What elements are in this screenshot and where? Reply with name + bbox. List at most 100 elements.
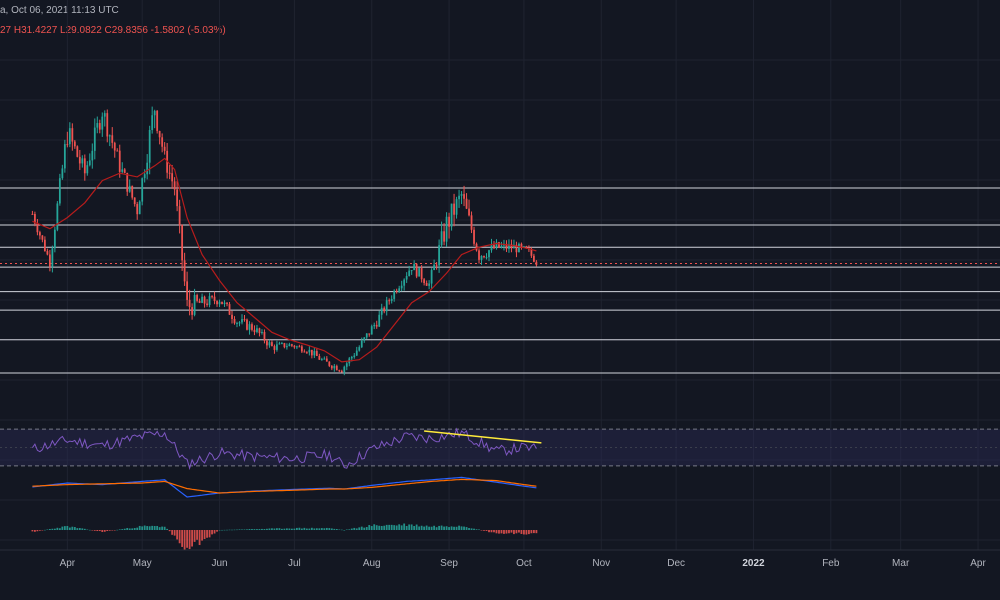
macd-histogram-bar [188, 530, 191, 550]
candle-body [383, 307, 386, 312]
candle-body [470, 215, 473, 230]
candle-body [216, 301, 218, 305]
candle-body [473, 229, 475, 244]
time-axis-label: Sep [440, 558, 458, 569]
candle-body [370, 326, 373, 335]
candle-body [290, 344, 293, 346]
macd-histogram-bar [330, 528, 333, 530]
macd-histogram-bar [405, 526, 408, 530]
candle-body [243, 319, 246, 321]
macd-histogram-bar [348, 529, 351, 530]
macd-line [32, 476, 537, 498]
macd-histogram-bar [273, 528, 276, 530]
macd-histogram-bar [211, 530, 213, 535]
macd-histogram-bar [495, 530, 498, 534]
candle-body [450, 203, 453, 227]
macd-histogram-bar [413, 526, 416, 530]
candle-body [498, 242, 500, 248]
macd-histogram-bar [385, 524, 388, 530]
candle-body [483, 255, 485, 258]
candle-body [293, 345, 296, 348]
candle-body [445, 216, 448, 242]
macd-histogram-bar [181, 530, 184, 547]
horizontal-levels [0, 187, 1000, 374]
macd-histogram-bar [111, 530, 114, 531]
macd-histogram-bar [183, 530, 186, 551]
candle-body [488, 250, 490, 258]
candle-body [206, 303, 208, 305]
time-axis-label: Dec [667, 558, 685, 569]
candle-body [420, 268, 423, 280]
macd-histogram-bar [218, 530, 221, 531]
candle-body [36, 223, 39, 233]
macd-histogram-bar [118, 529, 121, 530]
candle-body [223, 302, 226, 305]
macd-histogram-bar [408, 524, 411, 530]
candle-body [263, 332, 266, 341]
macd-histogram-bar [533, 530, 535, 534]
macd-histogram-bar [493, 530, 495, 533]
time-axis: Apr May Jun Jul Aug Sep Oct Nov Dec 2022 Feb Mar Apr [0, 549, 1000, 569]
candle-body [281, 343, 283, 345]
moving-average-line [32, 157, 537, 363]
candle-body [266, 340, 268, 346]
macd-histogram-bar [505, 530, 508, 534]
macd-histogram-bar [176, 530, 179, 540]
macd-histogram-bar [186, 530, 189, 548]
macd-histogram-bar [228, 529, 231, 531]
macd-histogram-bar [325, 527, 328, 530]
macd-histogram-bar [258, 529, 261, 530]
candle-body [118, 150, 121, 172]
candle-body [236, 322, 238, 324]
macd-histogram-bar [238, 529, 241, 530]
candle-body [310, 349, 313, 356]
macd-histogram-bar [266, 528, 268, 530]
time-axis-label: Aug [363, 558, 381, 569]
macd-histogram-bar [475, 529, 478, 530]
candle-body [373, 324, 376, 327]
macd-histogram-bar [128, 528, 131, 530]
candle-body [468, 208, 470, 216]
macd-histogram-bar [443, 526, 445, 530]
candle-body [148, 129, 151, 163]
candle-body [353, 355, 356, 357]
candle-body [158, 131, 161, 138]
macd-histogram-bar [310, 527, 313, 530]
macd-histogram-bar [525, 530, 528, 535]
macd-histogram-bar [71, 526, 74, 530]
macd-histogram-bar [503, 530, 505, 534]
candle-body [428, 283, 431, 286]
candle-body [413, 264, 416, 271]
candle-body [330, 365, 333, 369]
macd-histogram-bar [428, 526, 431, 530]
macd-histogram-bar [203, 530, 206, 540]
candle-body [303, 351, 306, 353]
macd-histogram-bar [313, 528, 316, 530]
macd-histogram-bar [146, 526, 149, 530]
candle-body [111, 135, 114, 143]
macd-histogram-bar [96, 530, 99, 532]
candle-body [228, 304, 231, 315]
macd-histogram-bar [365, 527, 368, 530]
macd-histogram-bar [191, 530, 193, 547]
candle-body [176, 189, 179, 207]
macd-histogram-bar [528, 530, 530, 535]
macd-histogram-bar [303, 527, 306, 530]
candle-body [335, 365, 338, 371]
macd-histogram-bar [166, 528, 169, 530]
candle-body [530, 248, 533, 256]
candle-body [251, 324, 253, 330]
candle-body [298, 346, 301, 348]
candle-body [241, 319, 243, 323]
candle-body [440, 231, 443, 246]
candle-body [91, 150, 94, 161]
macd-histogram-bar [468, 528, 470, 530]
candle-body [193, 295, 196, 315]
macd-histogram-bar [398, 524, 401, 530]
macd-histogram-bar [31, 530, 34, 532]
candle-body [343, 366, 346, 373]
macd-histogram-bar [395, 525, 398, 530]
candle-body [465, 198, 468, 209]
macd-histogram-bar [153, 525, 156, 530]
